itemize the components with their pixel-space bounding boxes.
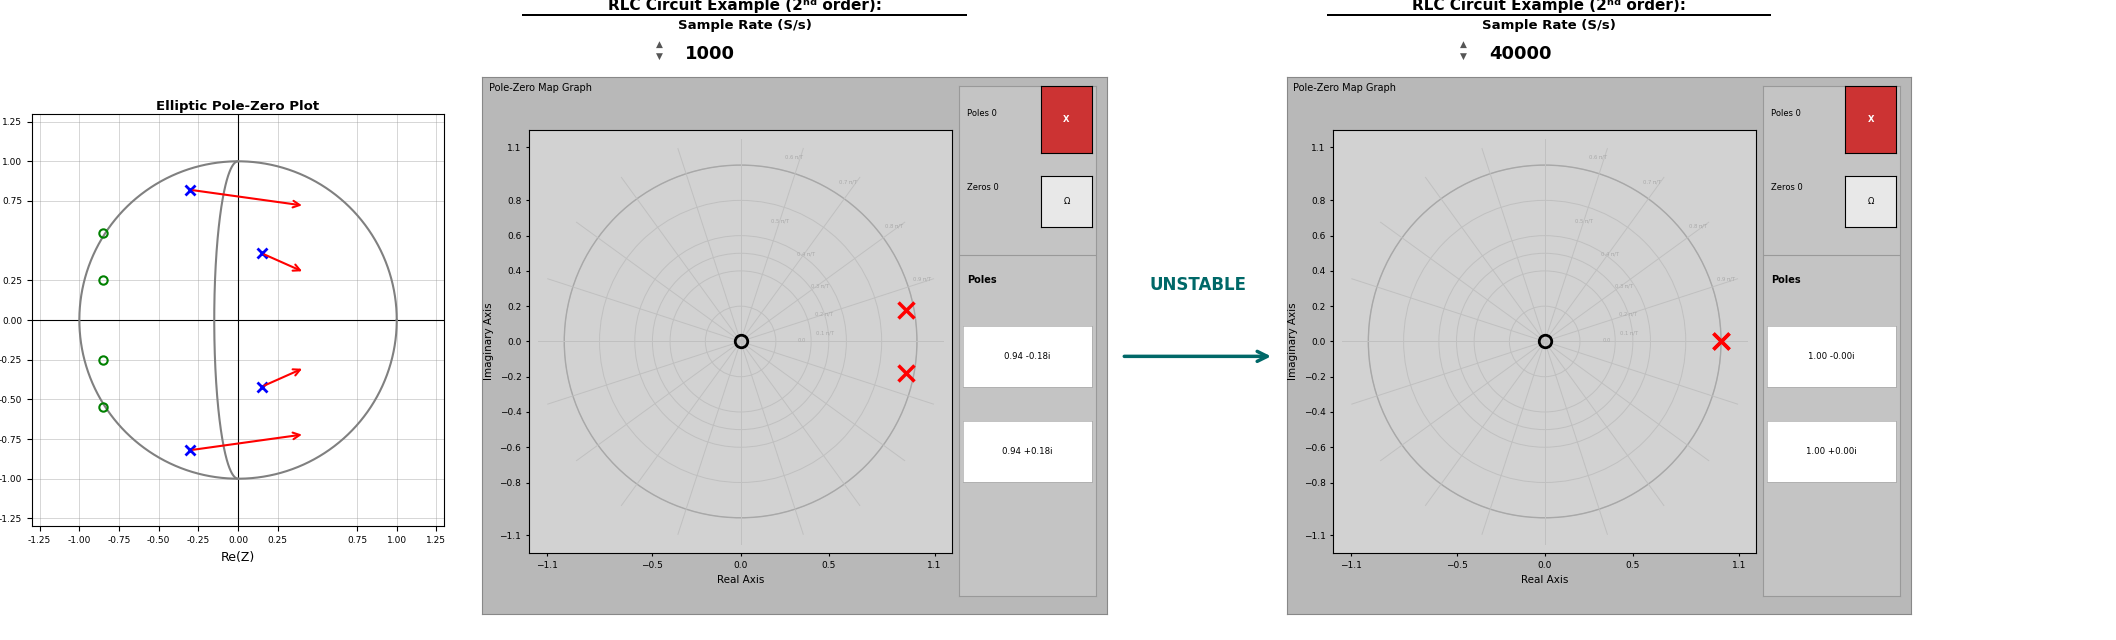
Text: 0.9 π/T: 0.9 π/T xyxy=(1718,276,1735,282)
Title: Elliptic Pole-Zero Plot: Elliptic Pole-Zero Plot xyxy=(157,100,320,113)
Text: 0.2 π/T: 0.2 π/T xyxy=(815,312,834,317)
Text: 1000: 1000 xyxy=(686,45,736,63)
Text: 0.7 π/T: 0.7 π/T xyxy=(1644,180,1661,184)
Text: 0.9 π/T: 0.9 π/T xyxy=(914,276,931,282)
Text: 0.0: 0.0 xyxy=(798,338,806,343)
Text: 40000: 40000 xyxy=(1490,45,1551,63)
X-axis label: Real Axis: Real Axis xyxy=(717,575,764,585)
Text: 0.2 π/T: 0.2 π/T xyxy=(1619,312,1638,317)
Text: Zeros 0: Zeros 0 xyxy=(967,183,999,192)
Text: 0.5 π/T: 0.5 π/T xyxy=(770,218,789,223)
Text: 0.1 π/T: 0.1 π/T xyxy=(1619,330,1638,335)
Text: Pole-Zero Map Graph: Pole-Zero Map Graph xyxy=(489,83,592,93)
Text: 0.4 π/T: 0.4 π/T xyxy=(798,252,815,257)
Y-axis label: Imaginary Axis: Imaginary Axis xyxy=(485,303,493,380)
Text: RLC Circuit Example (2ⁿᵈ order):: RLC Circuit Example (2ⁿᵈ order): xyxy=(607,0,882,13)
Text: ▼: ▼ xyxy=(656,52,662,61)
Text: Poles: Poles xyxy=(967,275,997,285)
Text: 0.5 π/T: 0.5 π/T xyxy=(1574,218,1593,223)
Text: Sample Rate (S/s): Sample Rate (S/s) xyxy=(1481,19,1617,32)
Text: Sample Rate (S/s): Sample Rate (S/s) xyxy=(677,19,813,32)
Text: 0.1 π/T: 0.1 π/T xyxy=(815,330,834,335)
Text: Pole-Zero Map Graph: Pole-Zero Map Graph xyxy=(1293,83,1397,93)
Text: Poles: Poles xyxy=(1771,275,1801,285)
Text: 0.0: 0.0 xyxy=(1602,338,1610,343)
Text: 0.3 π/T: 0.3 π/T xyxy=(1615,284,1634,288)
X-axis label: Real Axis: Real Axis xyxy=(1521,575,1568,585)
Text: 0.6 π/T: 0.6 π/T xyxy=(785,154,802,159)
Text: ▼: ▼ xyxy=(1460,52,1466,61)
Text: ▲: ▲ xyxy=(656,40,662,49)
Text: RLC Circuit Example (2ⁿᵈ order):: RLC Circuit Example (2ⁿᵈ order): xyxy=(1411,0,1686,13)
Y-axis label: Imaginary Axis: Imaginary Axis xyxy=(1289,303,1297,380)
Text: Poles 0: Poles 0 xyxy=(967,109,997,118)
Text: 0.6 π/T: 0.6 π/T xyxy=(1589,154,1606,159)
Text: UNSTABLE: UNSTABLE xyxy=(1149,276,1246,294)
Text: 0.7 π/T: 0.7 π/T xyxy=(840,180,857,184)
Text: 0.3 π/T: 0.3 π/T xyxy=(810,284,829,288)
X-axis label: Re(Z): Re(Z) xyxy=(220,550,256,564)
Text: 0.8 π/T: 0.8 π/T xyxy=(1689,223,1708,228)
Text: 0.4 π/T: 0.4 π/T xyxy=(1602,252,1619,257)
Text: Zeros 0: Zeros 0 xyxy=(1771,183,1803,192)
Text: 0.8 π/T: 0.8 π/T xyxy=(884,223,904,228)
Text: ▲: ▲ xyxy=(1460,40,1466,49)
Text: Poles 0: Poles 0 xyxy=(1771,109,1801,118)
